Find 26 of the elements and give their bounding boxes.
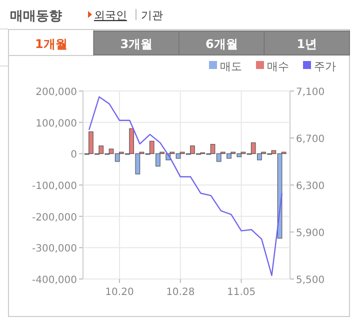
y-tick-label: 200,000: [36, 87, 77, 98]
y-tick-label: 100,000: [36, 118, 77, 130]
text: 외국인: [94, 9, 127, 22]
y2-tick-label: 5,900: [296, 228, 325, 239]
legend-label: 매수: [267, 60, 289, 73]
text: 3개월: [120, 37, 153, 51]
y2-tick-label: 6,700: [296, 134, 325, 145]
legend-label: 매도: [220, 60, 242, 73]
y2-tick-label: 7,100: [296, 87, 325, 98]
y2-tick-label: 5,500: [296, 275, 325, 286]
line-series: [88, 96, 282, 276]
y-tick-label: 0: [70, 150, 77, 161]
text: 6개월: [205, 37, 238, 51]
y2-tick-label: 6,300: [296, 181, 325, 192]
x-tick-label: 11.05: [226, 287, 256, 298]
y-tick-label: -300,000: [32, 244, 77, 255]
y-tick-label: -100,000: [32, 181, 77, 192]
y-tick-label: -200,000: [32, 212, 77, 224]
x-tick-label: 10.20: [105, 287, 134, 298]
text: 기관: [141, 9, 163, 22]
text: 1개월: [34, 37, 68, 51]
text: 1년: [296, 37, 318, 51]
legend-label: 주가: [314, 60, 336, 73]
chart-title: 매매동향: [10, 9, 62, 24]
x-tick-label: 10.28: [166, 287, 195, 298]
y-tick-label: -400,000: [32, 275, 77, 286]
